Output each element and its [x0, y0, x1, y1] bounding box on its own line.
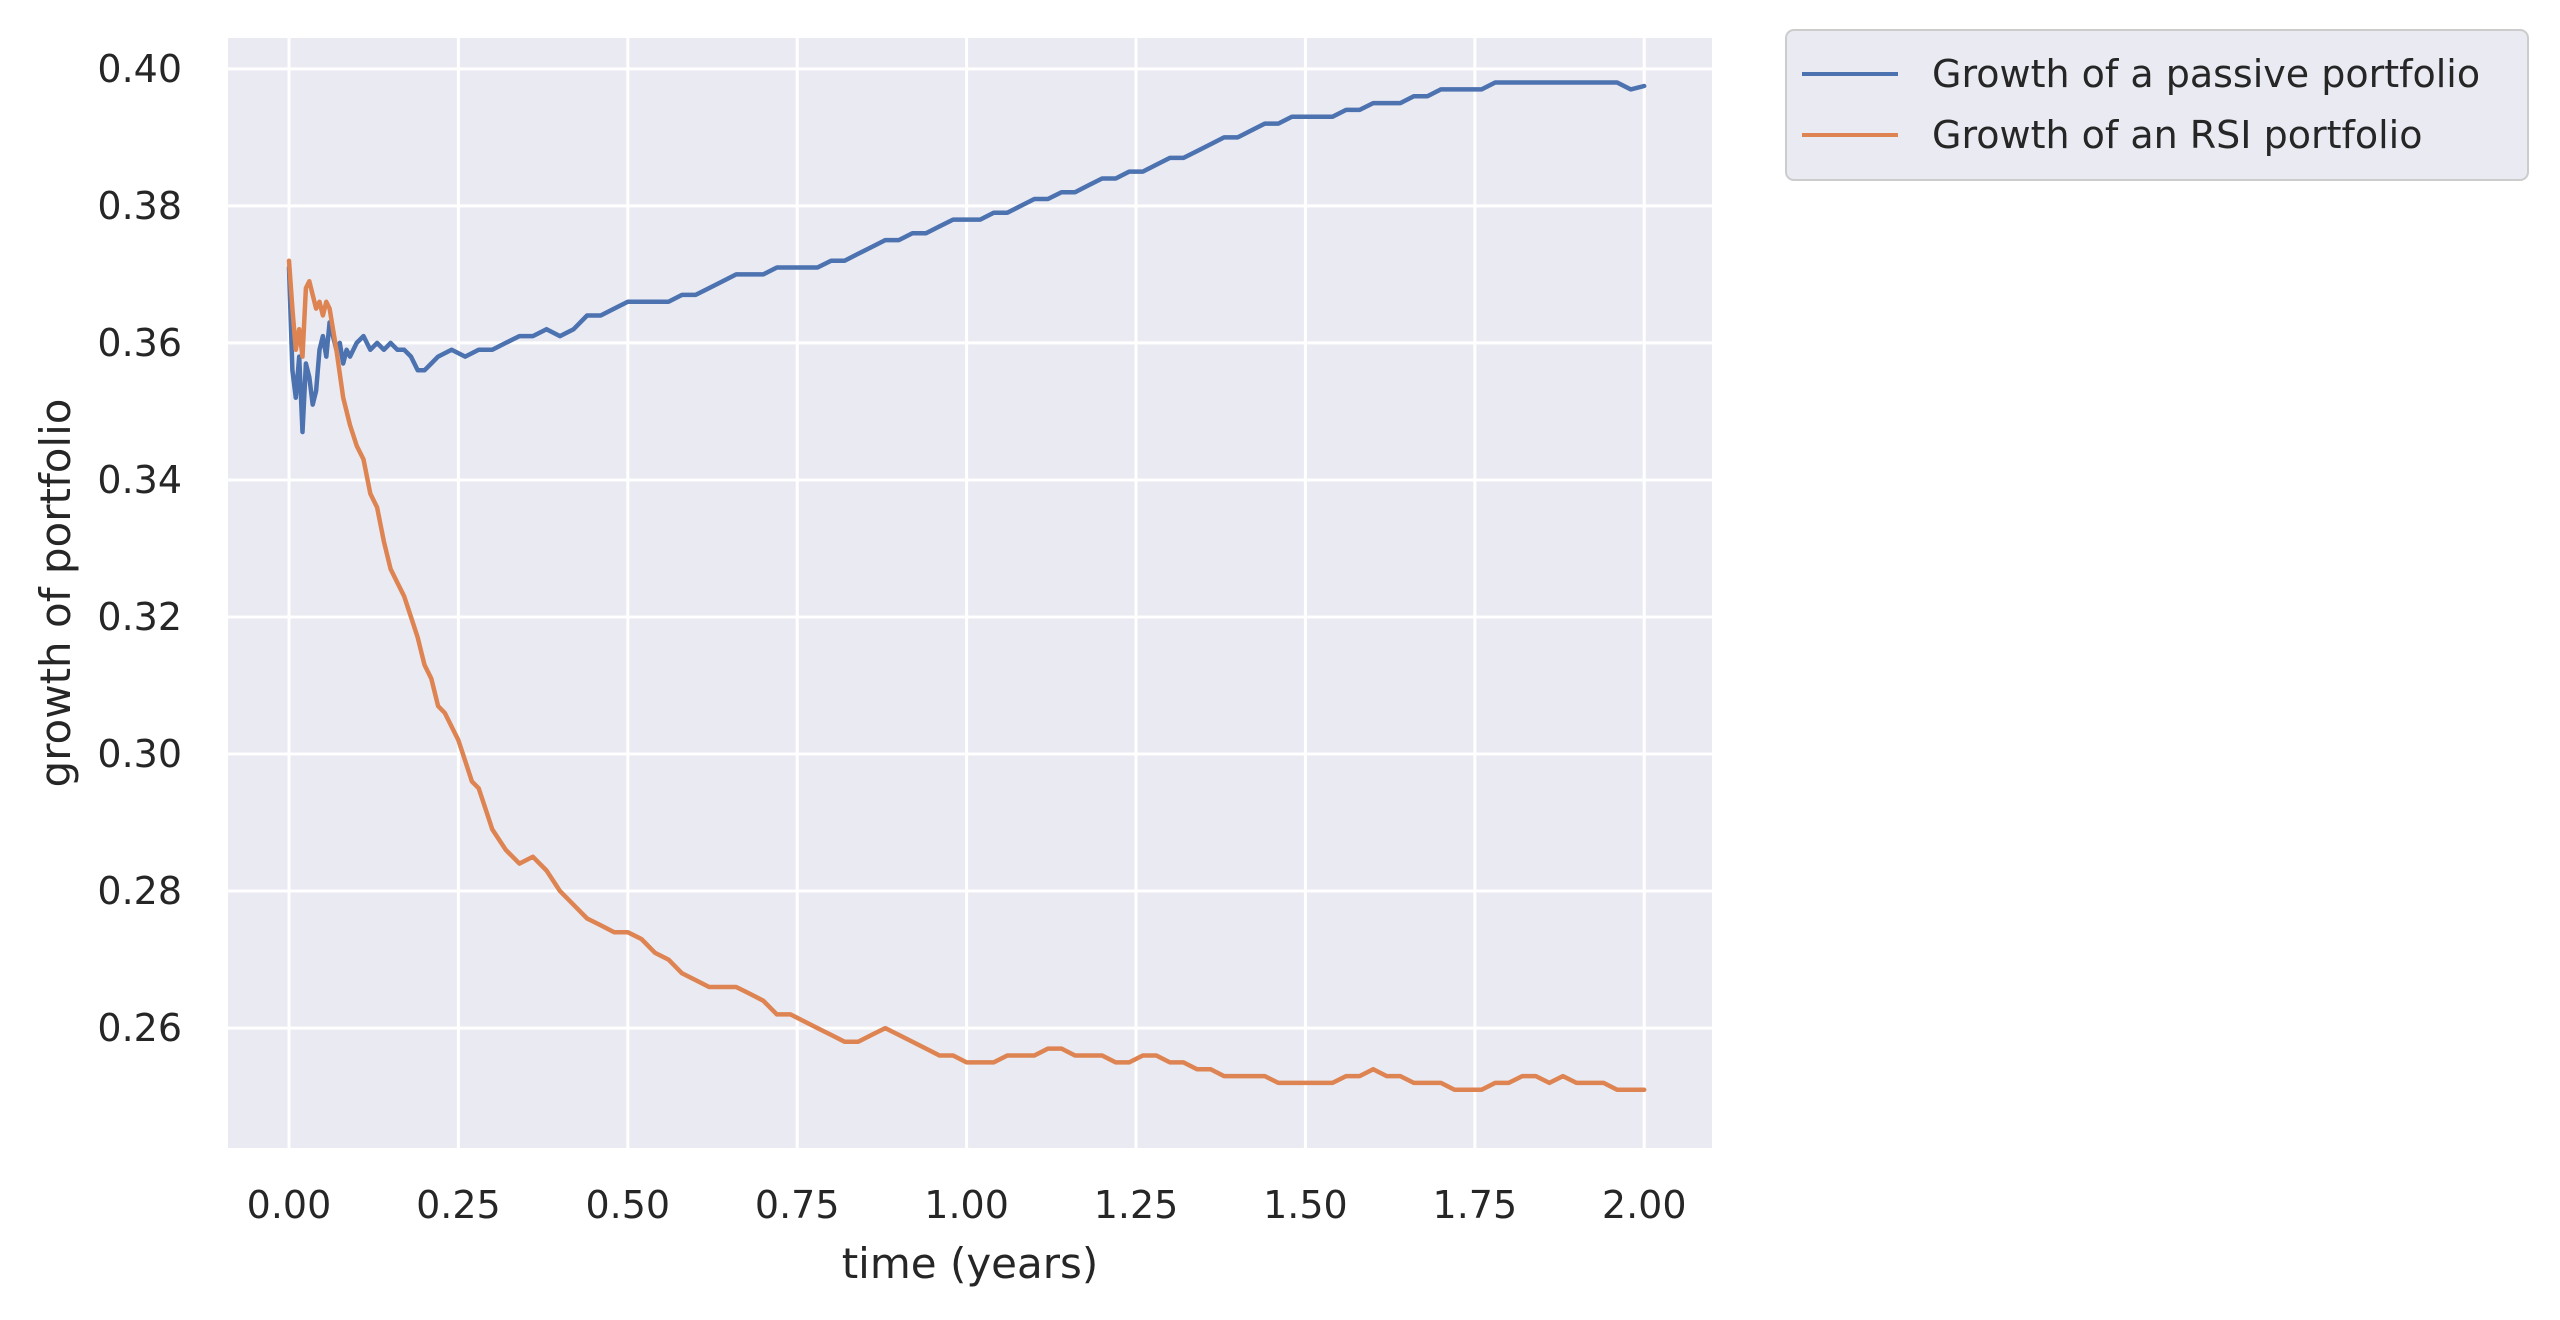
grid-lines — [228, 38, 1712, 1148]
x-tick-label: 0.75 — [755, 1183, 840, 1227]
x-tick-label: 0.00 — [247, 1183, 332, 1227]
y-tick-label: 0.34 — [97, 458, 182, 502]
legend-label-rsi: Growth of an RSI portfolio — [1932, 113, 2422, 157]
plot-background — [228, 38, 1712, 1148]
series-lines — [286, 80, 1647, 1093]
y-axis-label: growth of portfolio — [31, 399, 80, 788]
x-tick-label: 1.50 — [1263, 1183, 1348, 1227]
x-tick-label: 1.25 — [1094, 1183, 1179, 1227]
y-tick-label: 0.32 — [97, 595, 182, 639]
y-axis-ticks: 0.26 0.28 0.30 0.32 0.34 0.36 0.38 0.40 — [97, 47, 182, 1050]
legend-label-passive: Growth of a passive portfolio — [1932, 52, 2480, 96]
x-tick-label: 0.25 — [416, 1183, 501, 1227]
x-tick-label: 1.00 — [924, 1183, 1009, 1227]
y-tick-label: 0.26 — [97, 1006, 182, 1050]
x-axis-ticks: 0.00 0.25 0.50 0.75 1.00 1.25 1.50 1.75 2.00 — [247, 1183, 1687, 1227]
x-tick-label: 1.75 — [1433, 1183, 1518, 1227]
y-tick-label: 0.38 — [97, 184, 182, 228]
x-axis-label: time (years) — [842, 1239, 1099, 1288]
x-tick-label: 2.00 — [1602, 1183, 1687, 1227]
y-tick-label: 0.36 — [97, 321, 182, 365]
y-tick-label: 0.40 — [97, 47, 182, 91]
y-tick-label: 0.30 — [97, 732, 182, 776]
legend-box — [1785, 29, 2529, 181]
legend: Growth of a passive portfolio Growth of … — [1785, 29, 2529, 181]
series-line-rsi — [286, 258, 1647, 1093]
x-tick-label: 0.50 — [585, 1183, 670, 1227]
series-line-passive — [286, 80, 1647, 435]
y-tick-label: 0.28 — [97, 869, 182, 913]
